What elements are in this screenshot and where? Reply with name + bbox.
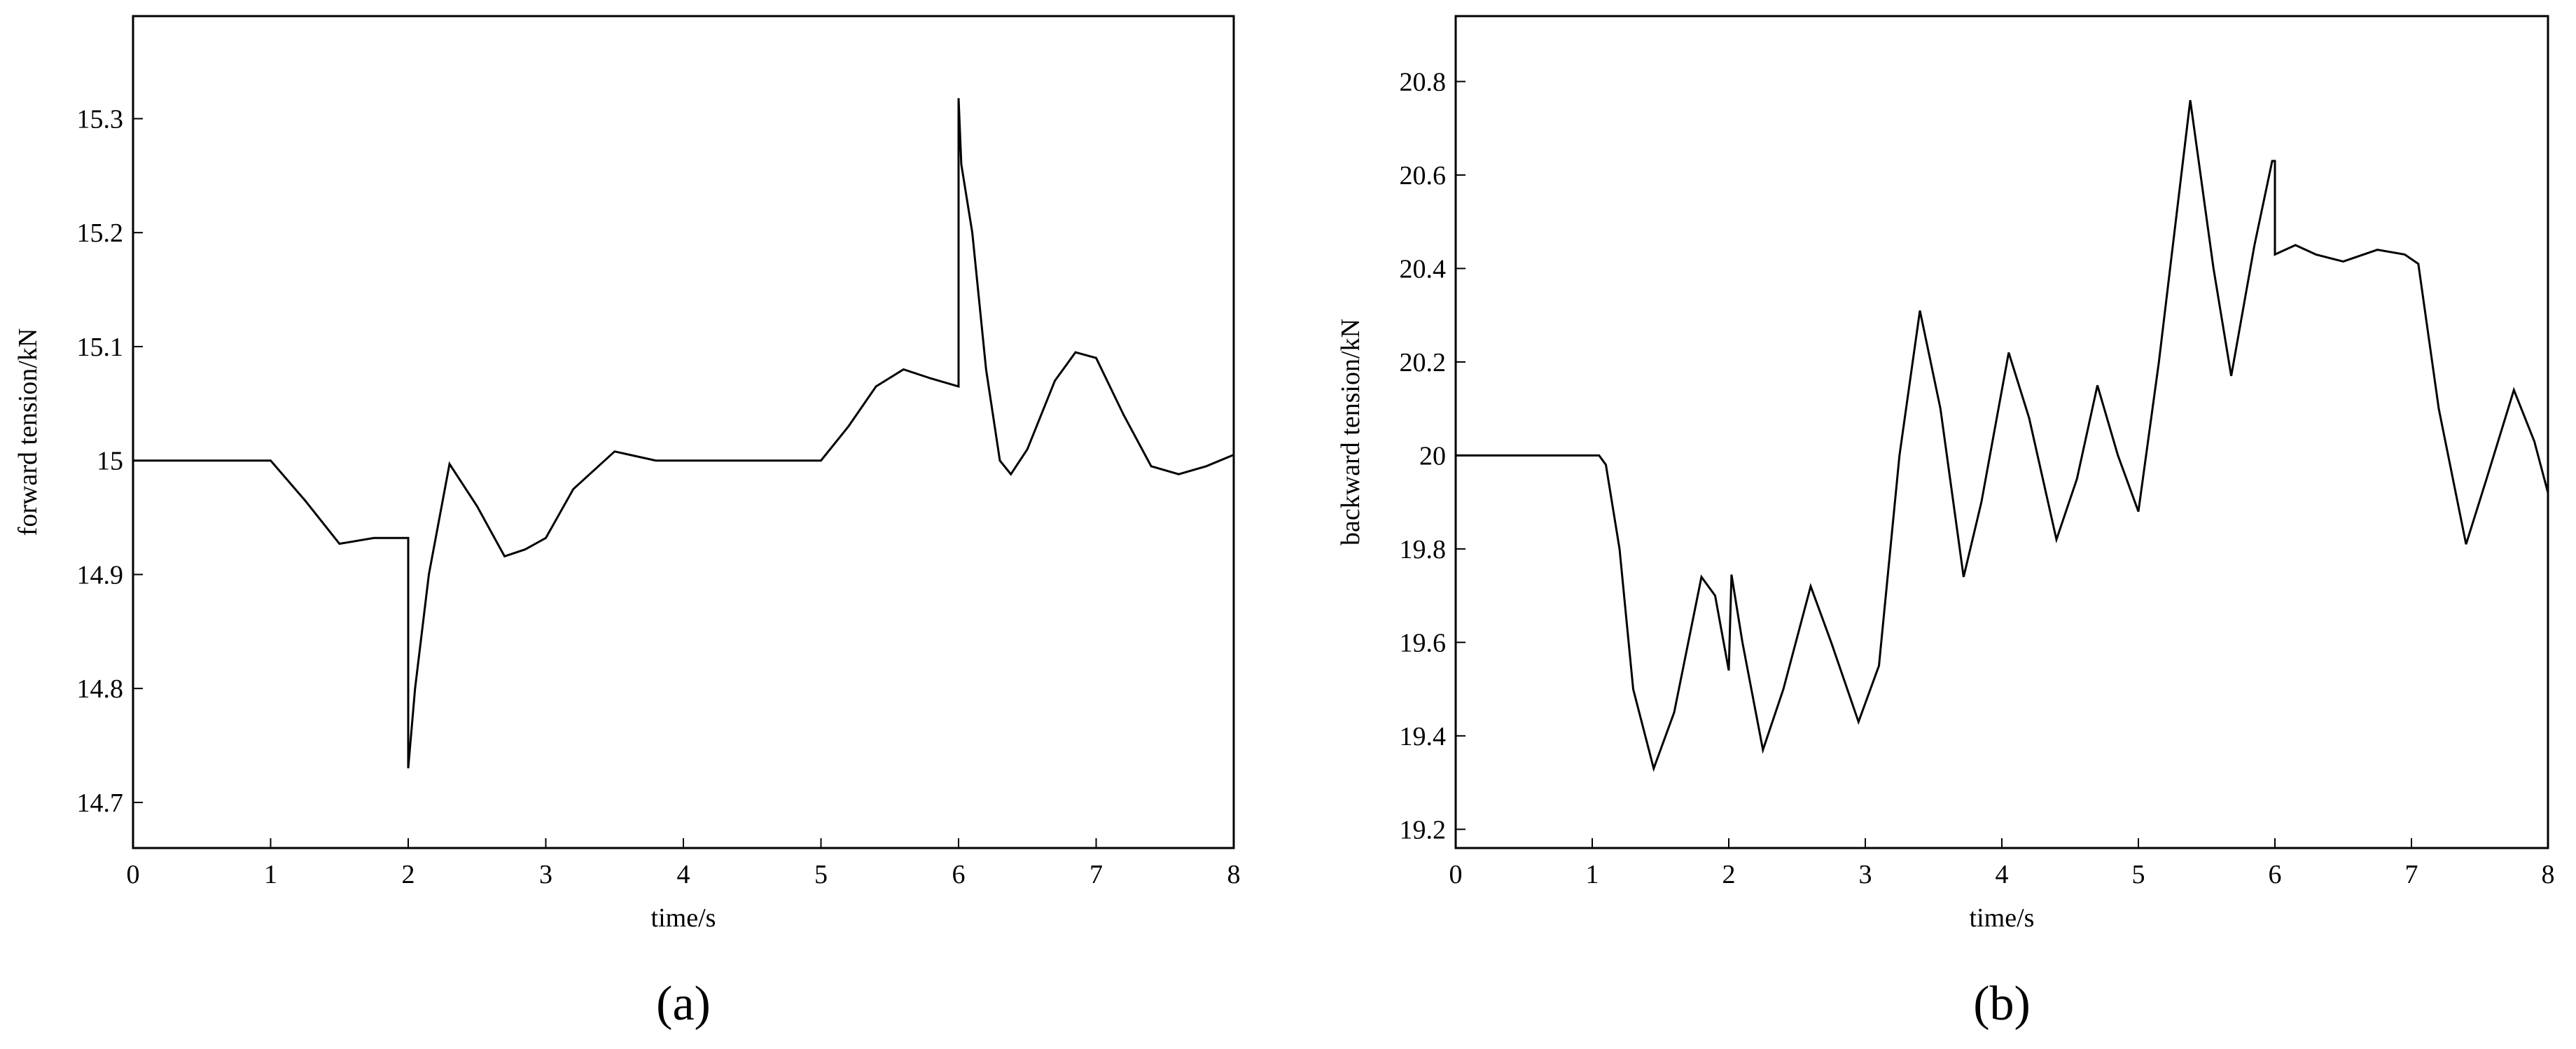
plot-frame xyxy=(1454,15,2549,849)
y-tick-label: 14.8 xyxy=(77,674,124,704)
y-tick-label: 19.4 xyxy=(1400,722,1447,751)
y-tick-label: 19.2 xyxy=(1400,815,1447,845)
x-tick-label: 7 xyxy=(1089,860,1103,889)
y-tick-label: 20 xyxy=(1419,441,1446,471)
y-tick-label: 20.6 xyxy=(1400,161,1447,190)
y-tick-label: 20.8 xyxy=(1400,67,1447,97)
x-tick-label: 7 xyxy=(2405,860,2418,889)
x-tick-label: 3 xyxy=(539,860,552,889)
y-axis-label: forward tension/kN xyxy=(13,328,43,536)
x-tick-label: 0 xyxy=(127,860,140,889)
y-tick-label: 15.2 xyxy=(77,218,124,248)
x-tick-label: 0 xyxy=(1449,860,1463,889)
y-axis-label: backward tension/kN xyxy=(1336,319,1365,546)
x-tick-label: 4 xyxy=(677,860,690,889)
y-tick-label: 15 xyxy=(97,447,123,476)
x-tick-label: 2 xyxy=(402,860,415,889)
plot-frame xyxy=(132,15,1235,849)
y-tick-label: 20.2 xyxy=(1400,348,1447,377)
x-tick-label: 4 xyxy=(1996,860,2009,889)
x-tick-label: 2 xyxy=(1722,860,1736,889)
x-tick-label: 5 xyxy=(814,860,828,889)
x-axis-label: time/s xyxy=(1970,903,2035,933)
data-line xyxy=(1456,99,2549,772)
panel-caption: (b) xyxy=(1973,977,2031,1031)
x-tick-label: 1 xyxy=(264,860,277,889)
y-tick-label: 19.6 xyxy=(1400,628,1447,658)
x-tick-label: 8 xyxy=(1227,860,1241,889)
x-tick-label: 5 xyxy=(2132,860,2145,889)
y-tick-label: 19.8 xyxy=(1400,535,1447,564)
y-tick-label: 20.4 xyxy=(1400,254,1447,284)
y-tick-label: 14.7 xyxy=(77,789,124,818)
x-tick-label: 1 xyxy=(1586,860,1599,889)
x-tick-label: 6 xyxy=(2269,860,2282,889)
y-tick-label: 14.9 xyxy=(77,560,124,590)
x-tick-label: 3 xyxy=(1859,860,1872,889)
panel-caption: (a) xyxy=(656,977,711,1031)
x-tick-label: 6 xyxy=(952,860,966,889)
y-tick-label: 15.3 xyxy=(77,104,124,134)
x-axis-label: time/s xyxy=(651,903,716,933)
data-line xyxy=(133,98,1234,769)
x-tick-label: 8 xyxy=(2542,860,2555,889)
y-tick-label: 15.1 xyxy=(77,333,124,362)
